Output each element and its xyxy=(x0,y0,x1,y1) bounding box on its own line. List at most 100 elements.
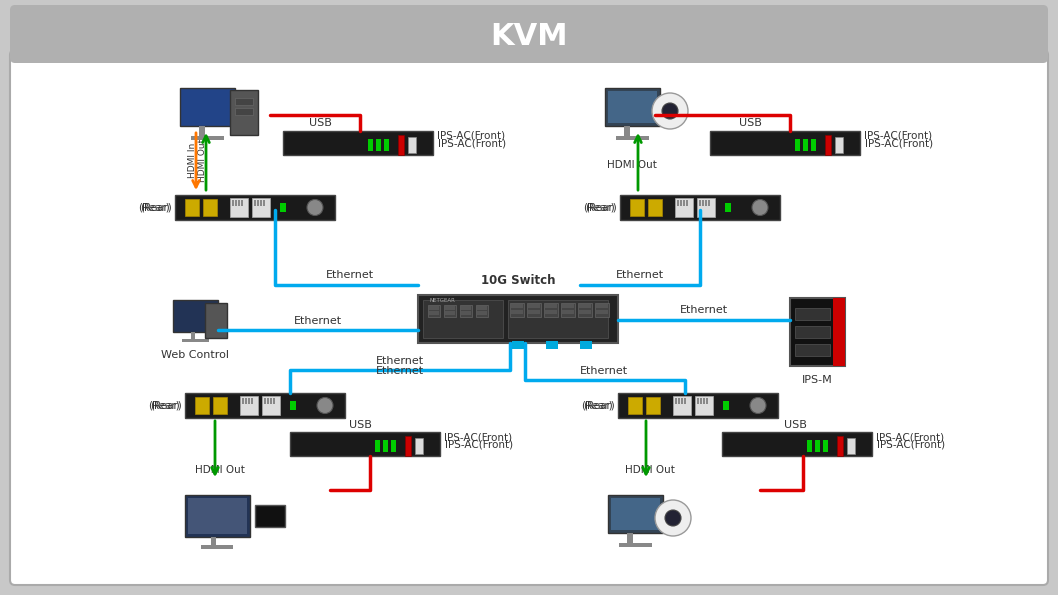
Bar xyxy=(368,139,373,151)
Bar xyxy=(835,137,843,153)
Bar xyxy=(375,440,380,452)
Bar xyxy=(685,398,686,404)
Bar xyxy=(184,495,250,537)
Bar xyxy=(678,398,680,404)
Bar xyxy=(423,300,503,338)
Text: (Rear): (Rear) xyxy=(141,202,172,212)
Bar xyxy=(697,398,699,404)
Bar xyxy=(251,398,253,404)
Bar xyxy=(790,298,845,366)
Bar xyxy=(248,398,250,404)
Bar xyxy=(608,495,663,533)
Bar xyxy=(264,398,266,404)
Bar xyxy=(175,195,335,220)
Text: (Rear): (Rear) xyxy=(583,202,615,212)
Text: IPS-AC(Front): IPS-AC(Front) xyxy=(876,432,944,442)
Text: IPS-AC(Front): IPS-AC(Front) xyxy=(444,432,512,442)
Bar xyxy=(510,303,524,317)
Bar xyxy=(673,396,691,415)
Bar xyxy=(811,139,816,151)
Text: Ethernet: Ethernet xyxy=(376,356,424,366)
Bar xyxy=(461,306,471,310)
Text: (Rear): (Rear) xyxy=(150,400,182,410)
Bar xyxy=(703,200,704,206)
Bar xyxy=(445,306,455,310)
Text: Ethernet: Ethernet xyxy=(616,270,664,280)
Text: HDMI Out: HDMI Out xyxy=(195,465,245,475)
FancyBboxPatch shape xyxy=(10,50,1048,585)
Bar xyxy=(282,131,433,155)
Bar xyxy=(562,310,574,314)
Bar xyxy=(675,198,693,217)
Bar xyxy=(527,303,541,317)
Text: IPS-AC(Front): IPS-AC(Front) xyxy=(437,130,505,140)
Bar xyxy=(428,305,440,317)
Bar xyxy=(705,200,707,206)
Bar xyxy=(605,88,660,126)
Bar xyxy=(512,341,524,349)
Bar xyxy=(686,200,688,206)
Bar xyxy=(795,344,829,356)
Bar xyxy=(235,108,253,115)
Bar xyxy=(833,298,845,366)
Bar xyxy=(579,304,591,308)
Bar xyxy=(185,393,345,418)
Bar xyxy=(477,306,487,310)
Bar xyxy=(616,136,649,140)
Bar xyxy=(703,398,705,404)
Bar xyxy=(230,198,248,217)
Bar xyxy=(255,505,285,527)
Text: Ethernet: Ethernet xyxy=(376,366,424,376)
Bar xyxy=(383,440,388,452)
Bar xyxy=(199,126,205,136)
Bar xyxy=(528,304,540,308)
Bar xyxy=(528,310,540,314)
Bar xyxy=(815,440,820,452)
Bar xyxy=(241,200,243,206)
Bar xyxy=(190,332,195,339)
Text: 10G Switch: 10G Switch xyxy=(480,274,555,287)
Text: HDMI Out: HDMI Out xyxy=(625,465,675,475)
Text: (Rear): (Rear) xyxy=(583,400,615,410)
Bar xyxy=(270,398,272,404)
Bar xyxy=(608,91,657,123)
Bar xyxy=(391,440,396,452)
Text: USB: USB xyxy=(738,118,762,128)
Bar xyxy=(624,126,630,136)
Text: Ethernet: Ethernet xyxy=(326,270,375,280)
Bar xyxy=(511,304,523,308)
Bar xyxy=(376,139,381,151)
Bar xyxy=(695,396,713,415)
Bar xyxy=(847,438,855,454)
Circle shape xyxy=(662,103,678,119)
Text: USB: USB xyxy=(784,420,806,430)
Bar xyxy=(681,398,683,404)
Text: HDMI Out: HDMI Out xyxy=(607,160,657,170)
Bar xyxy=(428,311,439,315)
Text: IPS-AC(Front): IPS-AC(Front) xyxy=(445,439,513,449)
Bar xyxy=(578,303,592,317)
Bar xyxy=(460,305,472,317)
Bar xyxy=(260,200,262,206)
Bar xyxy=(235,200,237,206)
Bar xyxy=(408,137,416,153)
Bar xyxy=(245,398,247,404)
Bar xyxy=(628,397,642,414)
Bar xyxy=(683,200,685,206)
Bar xyxy=(646,397,660,414)
Bar xyxy=(213,397,227,414)
Bar xyxy=(723,401,729,410)
Bar xyxy=(725,203,731,212)
Bar xyxy=(263,200,264,206)
Bar xyxy=(697,198,715,217)
Bar xyxy=(477,311,487,315)
Bar xyxy=(235,98,253,105)
Bar xyxy=(595,303,609,317)
Bar xyxy=(252,198,270,217)
Bar xyxy=(211,537,216,545)
Bar xyxy=(627,533,633,543)
Bar xyxy=(708,200,710,206)
Bar xyxy=(191,136,224,140)
Bar xyxy=(273,398,275,404)
Bar xyxy=(596,310,608,314)
